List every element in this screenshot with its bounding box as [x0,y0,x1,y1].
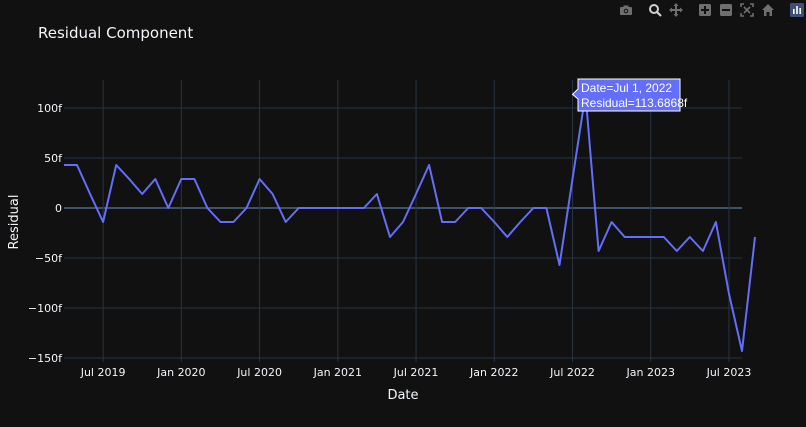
x-axis-title: Date [387,388,418,403]
x-tick-label: Jul 2022 [549,366,595,379]
y-tick-label: 50f [44,152,63,165]
camera-icon[interactable] [617,2,635,18]
x-tick-label: Jul 2021 [393,366,439,379]
grid-lines [64,80,742,362]
x-tick-label: Jan 2022 [469,366,518,379]
x-tick-label: Jul 2023 [706,366,752,379]
home-icon[interactable] [759,2,777,18]
chart-title: Residual Component [38,24,194,42]
x-tick-label: Jan 2020 [156,366,205,379]
residual-line[interactable] [64,93,756,352]
zoom-icon[interactable] [646,2,664,18]
y-tick-label: −100f [28,302,63,315]
x-tick-label: Jul 2019 [80,366,126,379]
y-tick-label: −150f [28,352,63,365]
y-axis-ticks: 100f 50f 0 −50f −100f −150f [28,102,63,365]
y-tick-label: 0 [55,202,62,215]
x-tick-label: Jul 2020 [236,366,282,379]
modebar [616,1,806,19]
zoom-in-icon[interactable] [696,2,714,18]
y-tick-label: −50f [35,252,63,265]
x-axis-ticks: Jul 2019 Jan 2020 Jul 2020 Jan 2021 Jul 2021… [80,366,752,379]
hover-date: Date=Jul 1, 2022 [581,81,672,95]
zoom-out-icon[interactable] [717,2,735,18]
pan-icon[interactable] [667,2,685,18]
hover-value: Residual=113.6868f [581,96,688,110]
y-axis-title: Residual [7,195,22,250]
y-tick-label: 100f [37,102,63,115]
plotly-logo-icon[interactable] [788,2,806,18]
x-tick-label: Jan 2021 [313,366,362,379]
hover-tooltip: Date=Jul 1, 2022 Residual=113.6868f [571,78,688,112]
autoscale-icon[interactable] [738,2,756,18]
x-tick-label: Jan 2023 [626,366,675,379]
